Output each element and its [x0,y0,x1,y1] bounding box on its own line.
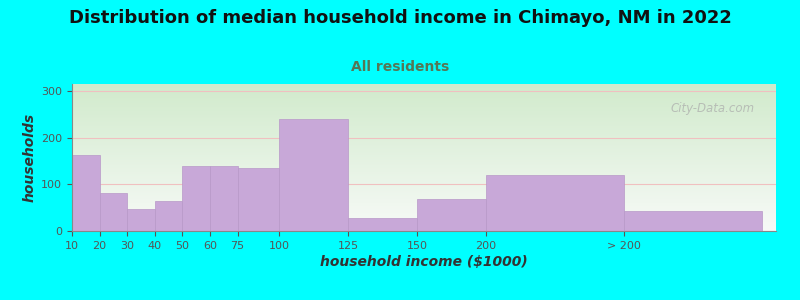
Bar [624,212,762,231]
Text: All residents: All residents [351,60,449,74]
Bar [100,193,127,231]
Bar [182,166,210,231]
Bar [486,175,624,231]
Bar [238,168,279,231]
Bar [417,199,486,231]
Text: City-Data.com: City-Data.com [670,102,755,115]
Bar [348,218,417,231]
Y-axis label: households: households [23,113,37,202]
Text: Distribution of median household income in Chimayo, NM in 2022: Distribution of median household income … [69,9,731,27]
Bar [155,201,182,231]
Bar [127,209,155,231]
Bar [72,155,100,231]
Bar [279,119,348,231]
Bar [210,166,238,231]
X-axis label: household income ($1000): household income ($1000) [320,255,528,269]
